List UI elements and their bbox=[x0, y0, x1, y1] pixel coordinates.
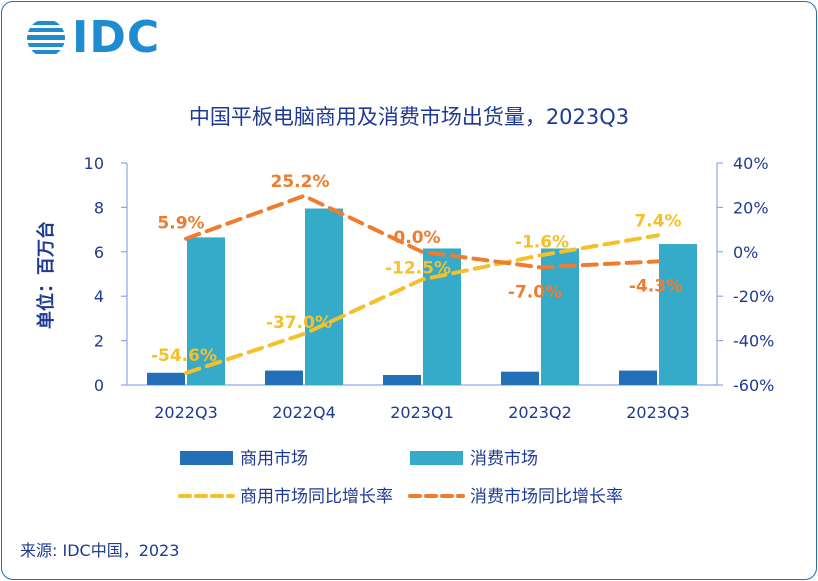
x-tick-label: 2023Q3 bbox=[626, 403, 690, 422]
commercial-growth-label: -12.5% bbox=[385, 259, 451, 279]
y-tick-label: 4 bbox=[94, 287, 104, 306]
commercial-bar bbox=[501, 371, 539, 385]
x-tick-label: 2022Q4 bbox=[272, 403, 336, 422]
y-tick-label: 8 bbox=[94, 198, 104, 217]
globe-icon bbox=[27, 21, 65, 54]
consumer-growth-label: -4.3% bbox=[629, 276, 683, 296]
consumer-growth-label: -7.0% bbox=[508, 282, 562, 302]
commercial-growth-line bbox=[184, 233, 660, 376]
legend-swatch-consumer bbox=[410, 451, 463, 465]
commercial-growth-label: -1.6% bbox=[515, 232, 569, 252]
y-tick-label: 2 bbox=[94, 332, 104, 351]
y2-tick-label: 40% bbox=[733, 154, 769, 173]
y-axis-label: 单位：百万台 bbox=[35, 221, 57, 329]
x-tick-label: 2023Q2 bbox=[508, 403, 572, 422]
consumer-bar bbox=[659, 244, 697, 385]
consumer-growth-label: 25.2% bbox=[271, 172, 330, 192]
legend-label-consumer-growth: 消费市场同比增长率 bbox=[470, 487, 623, 507]
y-tick-label: 10 bbox=[84, 154, 104, 173]
consumer-bar bbox=[305, 208, 343, 385]
commercial-growth-label: 7.4% bbox=[634, 211, 681, 231]
y2-tick-label: -60% bbox=[733, 376, 774, 395]
consumer-bar bbox=[541, 248, 579, 385]
logo-text: IDC bbox=[72, 12, 161, 63]
legend-label-consumer: 消费市场 bbox=[470, 449, 538, 469]
x-tick-label: 2022Q3 bbox=[154, 403, 218, 422]
consumer-growth-line bbox=[184, 193, 660, 270]
chart-title: 中国平板电脑商用及消费市场出货量，2023Q3 bbox=[189, 105, 629, 129]
legend-label-commercial-growth: 商用市场同比增长率 bbox=[240, 487, 393, 507]
x-tick-label: 2023Q1 bbox=[390, 403, 454, 422]
consumer-growth-label: 0.0% bbox=[393, 228, 440, 248]
y2-tick-label: -40% bbox=[733, 332, 774, 351]
commercial-bar bbox=[383, 375, 421, 385]
commercial-growth-label: -37.0% bbox=[266, 313, 332, 333]
commercial-bar bbox=[265, 370, 303, 385]
y2-tick-label: -20% bbox=[733, 287, 774, 306]
source-note: 来源: IDC中国，2023 bbox=[20, 541, 180, 560]
legend-label-commercial: 商用市场 bbox=[240, 449, 308, 469]
commercial-bar bbox=[147, 372, 185, 385]
idc-logo: IDC bbox=[26, 16, 160, 60]
y-tick-label: 0 bbox=[94, 376, 104, 395]
commercial-bar bbox=[619, 370, 657, 385]
consumer-growth-label: 5.9% bbox=[157, 214, 204, 234]
commercial-growth-label: -54.6% bbox=[151, 346, 217, 366]
legend-swatch-commercial bbox=[180, 451, 233, 465]
y2-tick-label: 20% bbox=[733, 198, 769, 217]
y2-tick-label: 0% bbox=[733, 243, 758, 262]
y-tick-label: 6 bbox=[94, 243, 104, 262]
